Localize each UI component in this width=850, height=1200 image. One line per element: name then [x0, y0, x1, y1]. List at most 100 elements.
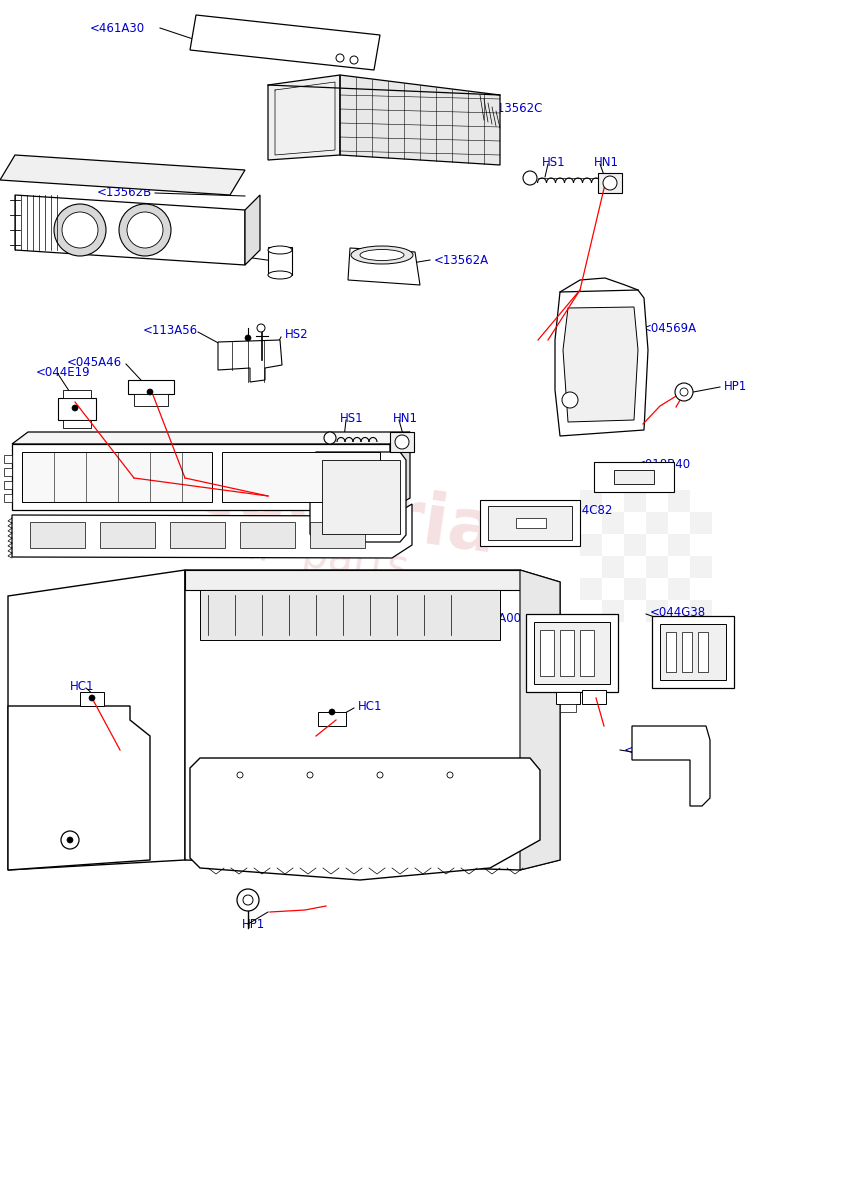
- Circle shape: [61, 830, 79, 850]
- Text: <13562B: <13562B: [97, 186, 152, 199]
- Text: car  parts: car parts: [208, 521, 411, 589]
- Circle shape: [377, 772, 383, 778]
- Text: <04810: <04810: [189, 250, 236, 263]
- Circle shape: [562, 392, 578, 408]
- Polygon shape: [15, 194, 245, 265]
- Text: <044C82: <044C82: [558, 504, 614, 516]
- Bar: [4, 481, 12, 490]
- Circle shape: [307, 772, 313, 778]
- Circle shape: [523, 170, 537, 185]
- Bar: [660, 624, 726, 680]
- Bar: [598, 173, 622, 193]
- Circle shape: [67, 838, 73, 842]
- Text: HC1: HC1: [576, 679, 600, 692]
- Polygon shape: [8, 570, 185, 870]
- Bar: [534, 622, 610, 684]
- Circle shape: [324, 432, 336, 444]
- Bar: [594, 462, 674, 492]
- Bar: [100, 522, 155, 548]
- Bar: [690, 600, 712, 622]
- Circle shape: [603, 176, 617, 190]
- Bar: [624, 578, 646, 600]
- Text: HS1: HS1: [542, 156, 565, 168]
- Bar: [690, 556, 712, 578]
- Bar: [222, 452, 380, 502]
- Bar: [488, 506, 572, 540]
- Bar: [240, 522, 295, 548]
- Text: <04569B: <04569B: [280, 535, 336, 548]
- Bar: [602, 512, 624, 534]
- Circle shape: [127, 212, 163, 248]
- Ellipse shape: [351, 246, 413, 264]
- Bar: [170, 522, 225, 548]
- Text: <115A00: <115A00: [467, 612, 522, 624]
- Polygon shape: [340, 74, 500, 164]
- Polygon shape: [8, 706, 150, 870]
- Bar: [580, 490, 602, 512]
- Polygon shape: [0, 155, 245, 194]
- Bar: [602, 556, 624, 578]
- Text: <04567A: <04567A: [29, 793, 84, 806]
- Bar: [690, 512, 712, 534]
- Bar: [268, 247, 292, 275]
- Circle shape: [336, 54, 344, 62]
- Bar: [614, 470, 654, 484]
- Circle shape: [54, 204, 106, 256]
- Circle shape: [89, 695, 95, 701]
- Polygon shape: [563, 307, 638, 422]
- Polygon shape: [555, 290, 648, 436]
- Circle shape: [245, 335, 251, 341]
- Bar: [646, 600, 668, 622]
- Bar: [668, 490, 690, 512]
- Text: HC1: HC1: [70, 679, 94, 692]
- Polygon shape: [185, 570, 560, 870]
- Circle shape: [395, 434, 409, 449]
- Bar: [652, 616, 734, 688]
- Polygon shape: [245, 194, 260, 265]
- Bar: [134, 394, 168, 406]
- Circle shape: [329, 709, 335, 715]
- Text: <04569A: <04569A: [642, 322, 697, 335]
- Polygon shape: [190, 14, 380, 70]
- Bar: [128, 380, 174, 394]
- Text: <045A36: <045A36: [133, 529, 188, 542]
- Bar: [668, 534, 690, 556]
- Text: <461A30: <461A30: [90, 22, 145, 35]
- Bar: [602, 600, 624, 622]
- Bar: [646, 556, 668, 578]
- Bar: [646, 512, 668, 534]
- Polygon shape: [268, 74, 340, 160]
- Polygon shape: [390, 432, 410, 510]
- Text: Scuderia: Scuderia: [139, 451, 501, 569]
- Circle shape: [237, 772, 243, 778]
- Polygon shape: [520, 570, 560, 870]
- Text: <04302: <04302: [624, 744, 671, 756]
- Bar: [480, 500, 580, 546]
- Bar: [560, 704, 576, 712]
- Circle shape: [257, 324, 265, 332]
- Text: HP1: HP1: [242, 918, 265, 930]
- Bar: [580, 578, 602, 600]
- Polygon shape: [632, 726, 710, 806]
- Bar: [58, 398, 96, 420]
- Polygon shape: [185, 570, 520, 590]
- Text: <044G38: <044G38: [650, 606, 706, 618]
- Ellipse shape: [268, 271, 292, 278]
- Ellipse shape: [268, 246, 292, 254]
- Circle shape: [237, 889, 259, 911]
- Text: <045A46: <045A46: [67, 355, 122, 368]
- Bar: [318, 712, 346, 726]
- Text: <13562C: <13562C: [488, 102, 543, 114]
- Circle shape: [243, 895, 253, 905]
- Bar: [698, 632, 708, 672]
- Circle shape: [119, 204, 171, 256]
- Text: <113A56: <113A56: [143, 324, 198, 336]
- Text: HC1: HC1: [358, 700, 382, 713]
- Bar: [540, 630, 554, 676]
- Circle shape: [447, 772, 453, 778]
- Bar: [310, 522, 365, 548]
- Bar: [560, 630, 574, 676]
- Bar: [666, 632, 676, 672]
- Bar: [4, 455, 12, 463]
- Circle shape: [72, 404, 78, 410]
